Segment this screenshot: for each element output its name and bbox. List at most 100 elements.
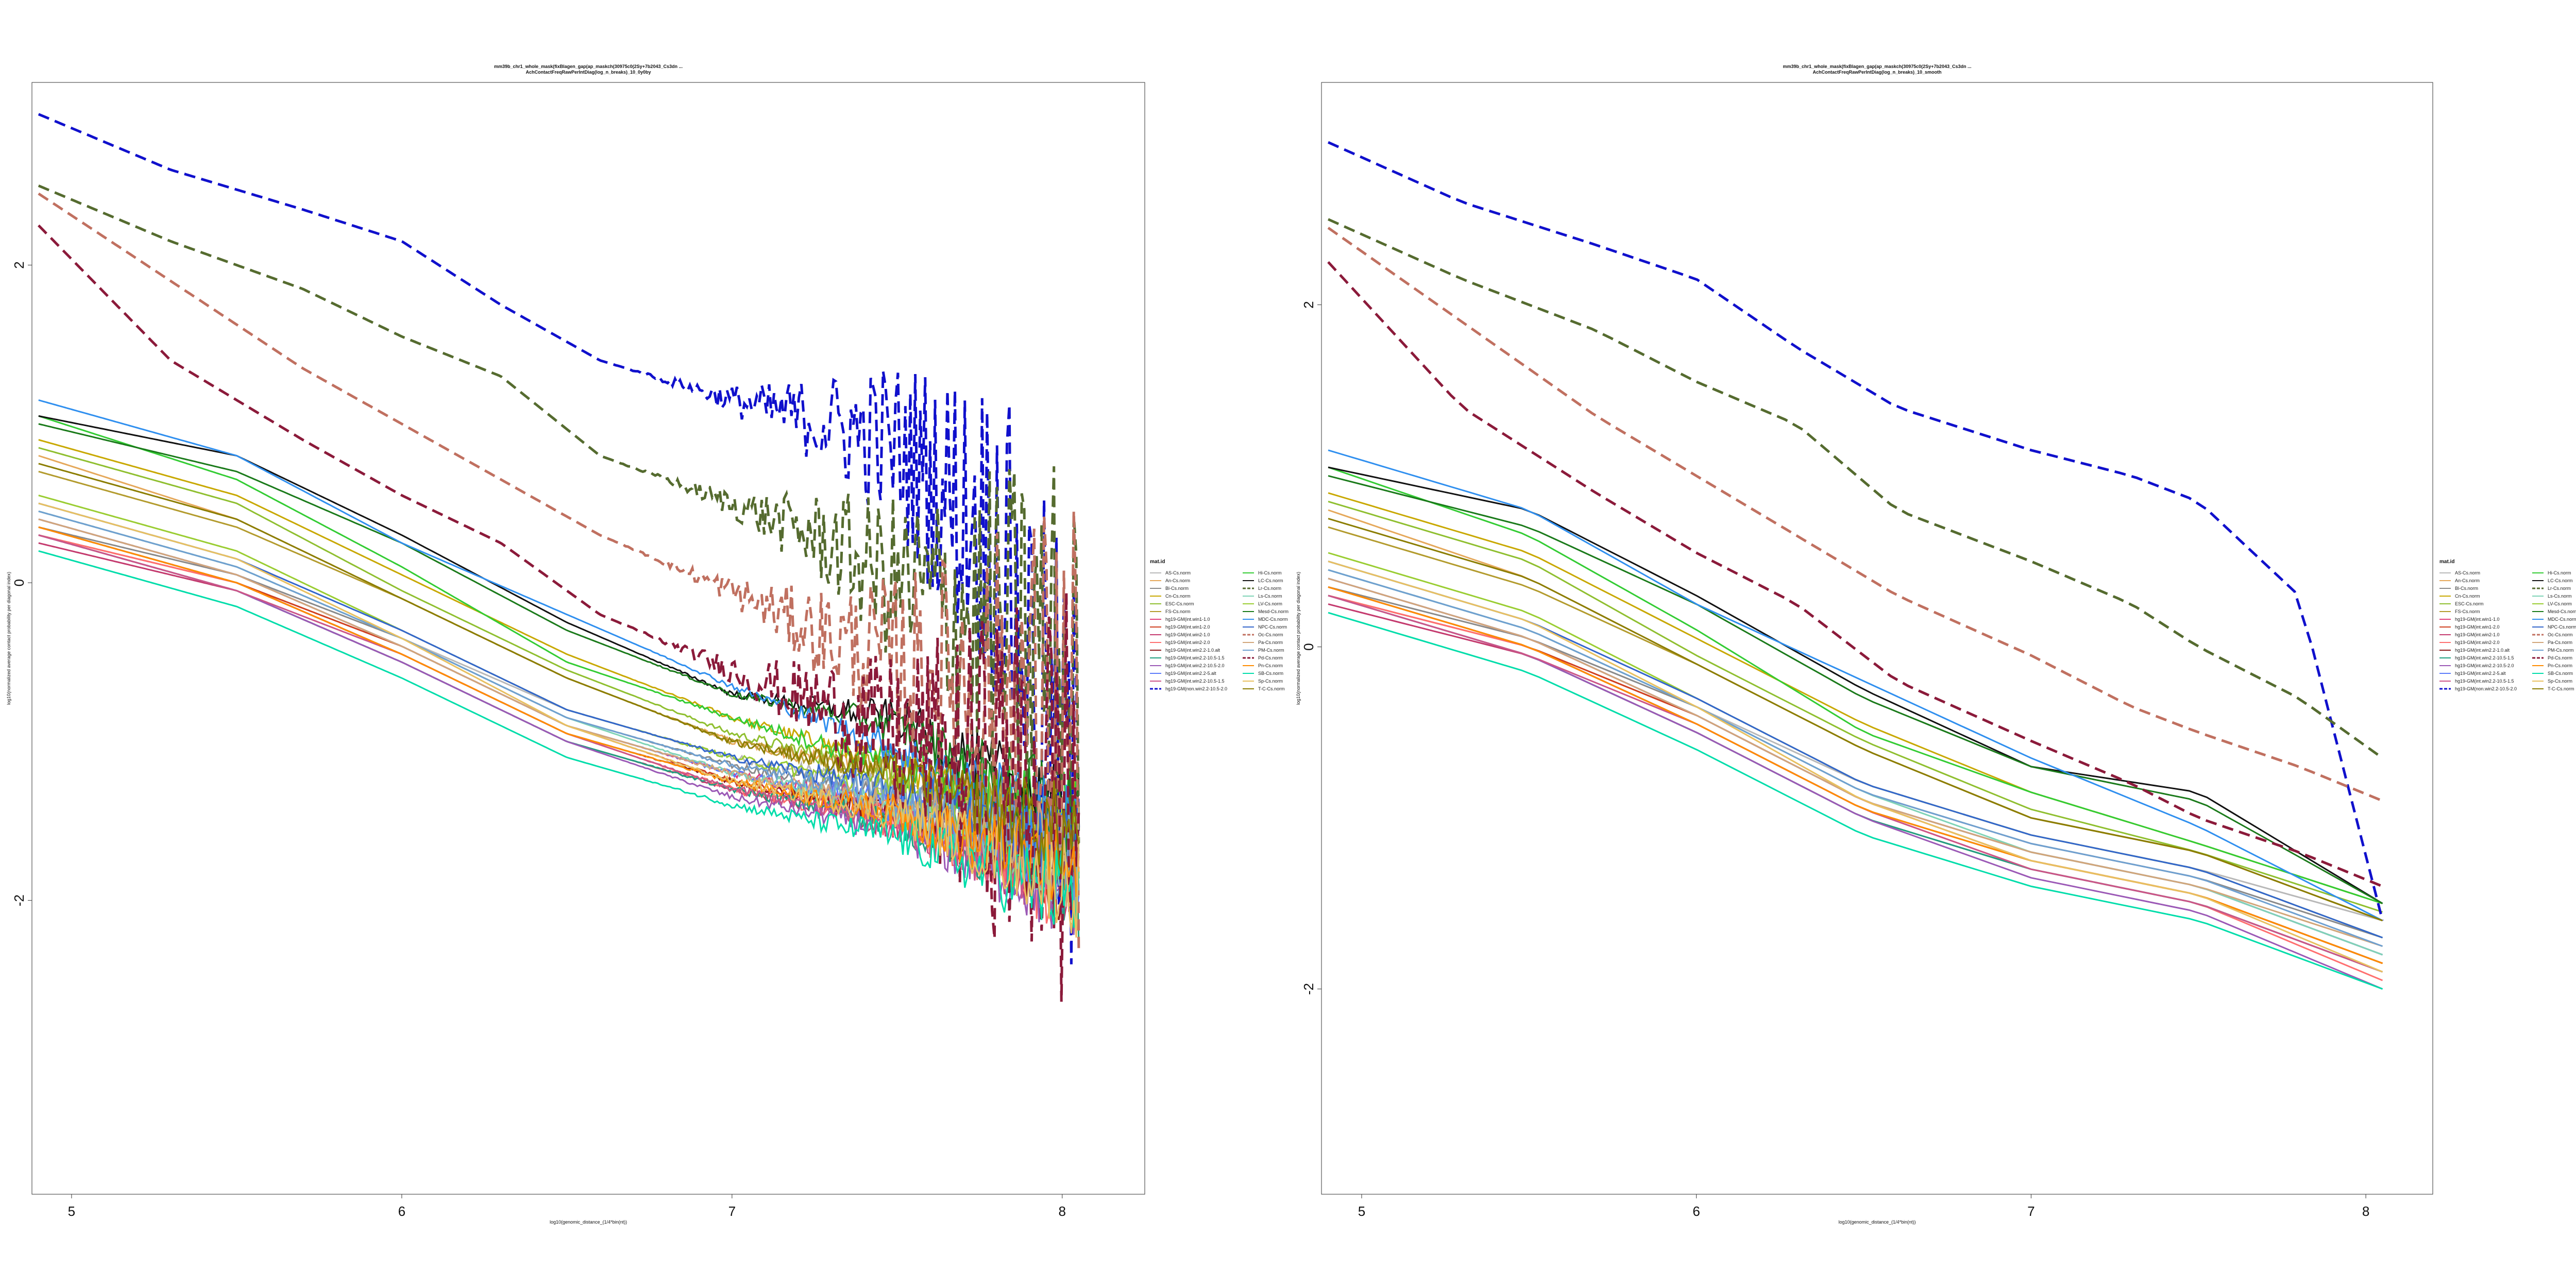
legend-label: Pd-Cs.norm <box>1258 655 1283 660</box>
y-axis-label: log10(normalized average contact probabi… <box>1296 572 1301 705</box>
legend-label: PM-Cs.norm <box>1258 648 1284 653</box>
series-line <box>1328 561 2383 973</box>
legend-label: Sp-Cs.norm <box>1258 679 1283 684</box>
legend-label: Bl-Cs.norm <box>2455 586 2478 591</box>
legend-label: NPC-Cs.norm <box>1258 624 1287 630</box>
legend-label: Pa-Cs.norm <box>2548 640 2572 645</box>
legend-label: An-Cs.norm <box>2455 578 2480 583</box>
legend-label: hg19-GM(int.win2.2-10.5-1.5 <box>1165 679 1225 684</box>
legend-label: Oc-Cs.norm <box>2548 632 2573 637</box>
x-tick-label: 7 <box>728 1204 736 1219</box>
plot-frame <box>31 82 1145 1195</box>
legend-label: Lr-Cs.norm <box>2548 586 2571 591</box>
series-line <box>1328 595 2383 973</box>
series-line <box>38 224 1080 1002</box>
series-line <box>1328 595 2383 973</box>
legend-title: mat.id <box>2439 559 2454 565</box>
legend-label: ESC-Cs.norm <box>2455 601 2484 606</box>
legend-label: Bl-Cs.norm <box>1165 586 1189 591</box>
legend-label: SB-Cs.norm <box>1258 671 1283 676</box>
series-line <box>1328 518 2383 922</box>
series-line <box>1327 218 2383 759</box>
legend-label: hg19-GM(int.win2-2.0 <box>1165 640 1210 645</box>
legend-label: FS-Cs.norm <box>2455 609 2480 614</box>
series-group <box>38 113 1080 1002</box>
legend-label: hg19-GM(int.win2.2-10.5-1.5 <box>1165 655 1225 660</box>
legend-label: Lr-Cs.norm <box>1258 586 1281 591</box>
legend-label: MDC-Cs.norm <box>1258 617 1288 622</box>
x-axis-label: log10(genomic_distance_(1/4*bin(nt)) <box>1838 1219 1916 1225</box>
series-line <box>38 423 1080 872</box>
chart-panel-1: mm39b_chr1_whole_mask(fixBlagen_gap(ap_m… <box>6 64 1289 1225</box>
x-axis-label: log10(genomic_distance_(1/4*bin(nt)) <box>550 1219 627 1225</box>
chart-subtitle: AchContactFreqRawPerIntDiag(log_n_breaks… <box>1812 70 1941 75</box>
legend-label: hg19-GM(int.win2-1.0 <box>1165 632 1210 637</box>
legend-label: LC-Cs.norm <box>2548 578 2573 583</box>
legend-label: Pd-Cs.norm <box>2548 655 2572 660</box>
series-line <box>38 399 1080 865</box>
series-line <box>1327 261 2383 888</box>
series-line <box>1328 569 2383 947</box>
y-tick-label: -2 <box>11 894 27 906</box>
series-line <box>1327 227 2383 802</box>
legend-label: Hi-Cs.norm <box>1258 570 1282 575</box>
x-tick-label: 8 <box>1059 1204 1066 1219</box>
legend-label: Oc-Cs.norm <box>1258 632 1283 637</box>
y-tick-label: 2 <box>1301 301 1316 308</box>
series-line <box>1327 141 2384 921</box>
legend-label: Sp-Cs.norm <box>2548 679 2572 684</box>
series-line <box>1328 509 2383 922</box>
series-line <box>1328 466 2383 905</box>
x-tick-label: 5 <box>1358 1204 1365 1219</box>
series-line <box>1328 466 2383 904</box>
legend-label: AS-Cs.norm <box>1165 570 1191 575</box>
series-line <box>1328 492 2383 905</box>
series-line <box>1328 500 2383 913</box>
legend-label: hg19-GM(int.win2.2-1.0.alt <box>2455 648 2510 653</box>
legend-label: LV-Cs.norm <box>2548 601 2572 606</box>
legend-label: hg19-GM(int.win1-1.0 <box>1165 617 1210 622</box>
series-line <box>38 526 1080 900</box>
series-line <box>38 415 1080 865</box>
legend-label: Pn-Cs.norm <box>2548 663 2572 668</box>
x-tick-label: 8 <box>2362 1204 2369 1219</box>
x-tick-label: 7 <box>2027 1204 2035 1219</box>
legend-label: hg19-GM(int.win1-1.0 <box>2455 617 2500 622</box>
x-tick-label: 5 <box>68 1204 75 1219</box>
series-line <box>1328 612 2383 990</box>
series-line <box>1328 449 2383 922</box>
legend-label: Ls-Cs.norm <box>1258 594 1282 599</box>
legend-label: Mesd-Cs.norm <box>2548 609 2576 614</box>
legend-label: An-Cs.norm <box>1165 578 1190 583</box>
series-line <box>38 415 1080 857</box>
legend-label: FS-Cs.norm <box>1165 609 1191 614</box>
series-line <box>38 184 1080 872</box>
chart-title: mm39b_chr1_whole_mask(fixBlagen_gap(ap_m… <box>494 64 683 69</box>
series-group <box>1327 141 2384 990</box>
legend-label: AS-Cs.norm <box>2455 570 2480 575</box>
y-tick-label: 2 <box>11 261 27 268</box>
legend-label: Cn-Cs.norm <box>1165 594 1191 599</box>
legend-label: hg19-GM(int.win2.2-10.5-2.0 <box>1165 663 1225 668</box>
legend-label: hg19-GM(int.win2.2-10.5-1.5 <box>2455 679 2514 684</box>
legend-label: LV-Cs.norm <box>1258 601 1282 606</box>
y-tick-label: 0 <box>1301 643 1316 650</box>
series-line <box>1328 586 2383 939</box>
series-line <box>38 447 1080 879</box>
legend-label: hg19-GM(int.win2.2-10.5-1.5 <box>2455 655 2514 660</box>
legend-label: hg19-GM(int.win2.2-10.5-2.0 <box>2455 663 2514 668</box>
legend-title: mat.id <box>1150 559 1165 565</box>
legend-label: Cn-Cs.norm <box>2455 594 2480 599</box>
legend-label: NPC-Cs.norm <box>2548 624 2576 630</box>
y-tick-label: 0 <box>11 579 27 586</box>
legend-label: PM-Cs.norm <box>2548 648 2574 653</box>
legend-label: T-C-Cs.norm <box>1258 686 1285 691</box>
legend-label: T-C-Cs.norm <box>2548 686 2574 691</box>
series-line <box>38 550 1080 928</box>
series-line <box>38 463 1080 874</box>
chart-subtitle: AchContactFreqRawPerIntDiag(log_n_breaks… <box>526 70 651 75</box>
chart-title: mm39b_chr1_whole_mask(fixBlagen_gap(ap_m… <box>1783 64 1972 69</box>
legend-label: hg19-GM(non.win2.2-10.5-2.0 <box>2455 686 2517 691</box>
